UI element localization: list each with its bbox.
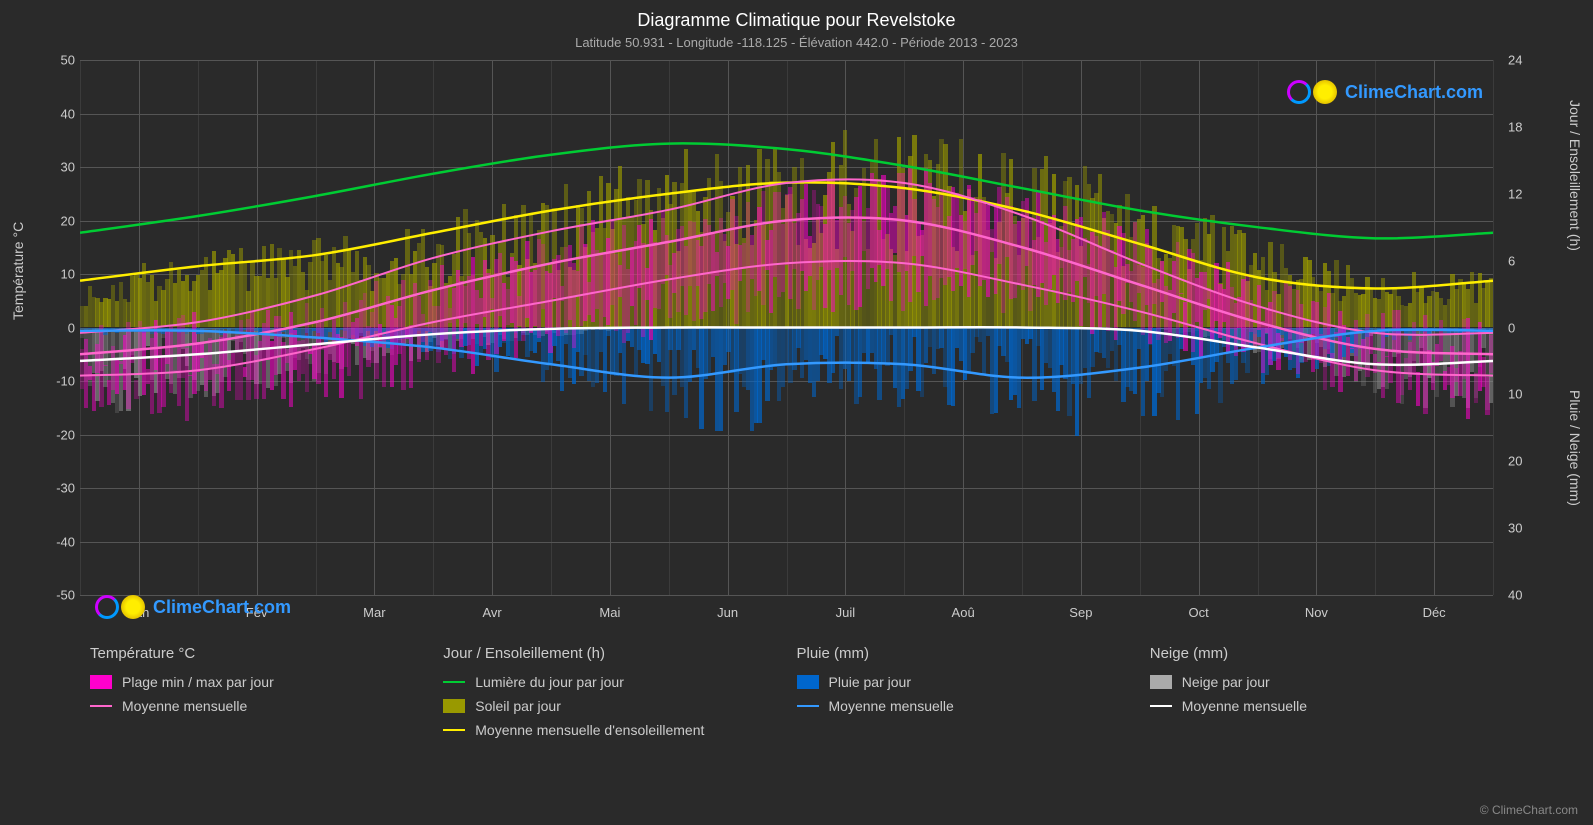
grid-line-horizontal — [80, 595, 1493, 596]
legend-item-label: Moyenne mensuelle — [829, 698, 954, 714]
y-tick-left: 0 — [45, 320, 75, 335]
x-tick-month: Déc — [1423, 605, 1446, 620]
y-axis-left-label: Température °C — [10, 222, 26, 320]
y-tick-right: 20 — [1508, 454, 1538, 469]
legend-item-label: Moyenne mensuelle d'ensoleillement — [475, 722, 704, 738]
legend-group-title: Neige (mm) — [1150, 645, 1483, 662]
legend-item: Plage min / max par jour — [90, 674, 423, 690]
x-tick-month: Mar — [363, 605, 385, 620]
y-tick-left: 10 — [45, 267, 75, 282]
chart-legend: Température °C Plage min / max par jour Mo… — [80, 635, 1493, 756]
y-tick-left: -50 — [45, 588, 75, 603]
legend-item-label: Lumière du jour par jour — [475, 674, 624, 690]
y-tick-right: 24 — [1508, 53, 1538, 68]
copyright-text: © ClimeChart.com — [1480, 803, 1578, 817]
daylight-line — [80, 143, 1493, 238]
y-tick-right: 10 — [1508, 387, 1538, 402]
legend-group-title: Température °C — [90, 645, 423, 662]
legend-swatch — [443, 699, 465, 713]
y-tick-left: -40 — [45, 534, 75, 549]
legend-item-label: Plage min / max par jour — [122, 674, 274, 690]
y-tick-right: 6 — [1508, 253, 1538, 268]
legend-line-sample — [443, 681, 465, 683]
chart-subtitle: Latitude 50.931 - Longitude -118.125 - É… — [0, 31, 1593, 50]
y-tick-left: -30 — [45, 481, 75, 496]
y-tick-right: 18 — [1508, 119, 1538, 134]
x-tick-month: Aoû — [952, 605, 975, 620]
legend-line-sample — [797, 705, 819, 707]
brand-logo-bottom: ClimeChart.com — [95, 595, 291, 619]
legend-item: Moyenne mensuelle — [1150, 698, 1483, 714]
legend-item: Neige par jour — [1150, 674, 1483, 690]
legend-item: Moyenne mensuelle d'ensoleillement — [443, 722, 776, 738]
y-axis-right-label-bottom: Pluie / Neige (mm) — [1567, 390, 1583, 506]
sunshine-avg-line — [80, 182, 1493, 288]
legend-group: Pluie (mm) Pluie par jour Moyenne mensuell… — [787, 635, 1140, 756]
legend-item-label: Soleil par jour — [475, 698, 561, 714]
y-tick-left: 50 — [45, 53, 75, 68]
y-tick-left: 40 — [45, 106, 75, 121]
y-tick-right: 0 — [1508, 320, 1538, 335]
legend-item-label: Pluie par jour — [829, 674, 912, 690]
chart-lines-svg — [80, 60, 1493, 595]
y-tick-left: 20 — [45, 213, 75, 228]
y-tick-right: 12 — [1508, 186, 1538, 201]
legend-line-sample — [1150, 705, 1172, 707]
legend-item: Moyenne mensuelle — [797, 698, 1130, 714]
legend-item-label: Neige par jour — [1182, 674, 1270, 690]
legend-swatch — [797, 675, 819, 689]
y-axis-right-label-top: Jour / Ensoleillement (h) — [1567, 100, 1583, 251]
y-tick-left: -20 — [45, 427, 75, 442]
x-tick-month: Sep — [1069, 605, 1092, 620]
x-tick-month: Avr — [482, 605, 501, 620]
y-tick-right: 30 — [1508, 521, 1538, 536]
brand-logo-top: ClimeChart.com — [1287, 80, 1483, 104]
temp-min-line — [80, 261, 1493, 376]
legend-item-label: Moyenne mensuelle — [1182, 698, 1307, 714]
legend-line-sample — [90, 705, 112, 707]
y-tick-left: -10 — [45, 374, 75, 389]
x-tick-month: Nov — [1305, 605, 1328, 620]
temp-avg-line — [80, 217, 1493, 354]
legend-group-title: Jour / Ensoleillement (h) — [443, 645, 776, 662]
legend-item: Moyenne mensuelle — [90, 698, 423, 714]
y-tick-left: 30 — [45, 160, 75, 175]
chart-plot-area: JanFévMarAvrMaiJunJuilAoûSepOctNovDéc — [80, 60, 1493, 595]
legend-swatch — [1150, 675, 1172, 689]
legend-line-sample — [443, 729, 465, 731]
legend-swatch — [90, 675, 112, 689]
x-tick-month: Jun — [717, 605, 738, 620]
x-tick-month: Juil — [836, 605, 856, 620]
legend-item: Soleil par jour — [443, 698, 776, 714]
snow-avg-line — [80, 327, 1493, 365]
x-tick-month: Oct — [1189, 605, 1209, 620]
legend-group: Température °C Plage min / max par jour Mo… — [80, 635, 433, 756]
chart-title: Diagramme Climatique pour Revelstoke — [0, 0, 1593, 31]
legend-item-label: Moyenne mensuelle — [122, 698, 247, 714]
legend-group: Neige (mm) Neige par jour Moyenne mensuell… — [1140, 635, 1493, 756]
legend-item: Lumière du jour par jour — [443, 674, 776, 690]
legend-item: Pluie par jour — [797, 674, 1130, 690]
legend-group-title: Pluie (mm) — [797, 645, 1130, 662]
legend-group: Jour / Ensoleillement (h) Lumière du jour… — [433, 635, 786, 756]
y-tick-right: 40 — [1508, 588, 1538, 603]
x-tick-month: Mai — [599, 605, 620, 620]
